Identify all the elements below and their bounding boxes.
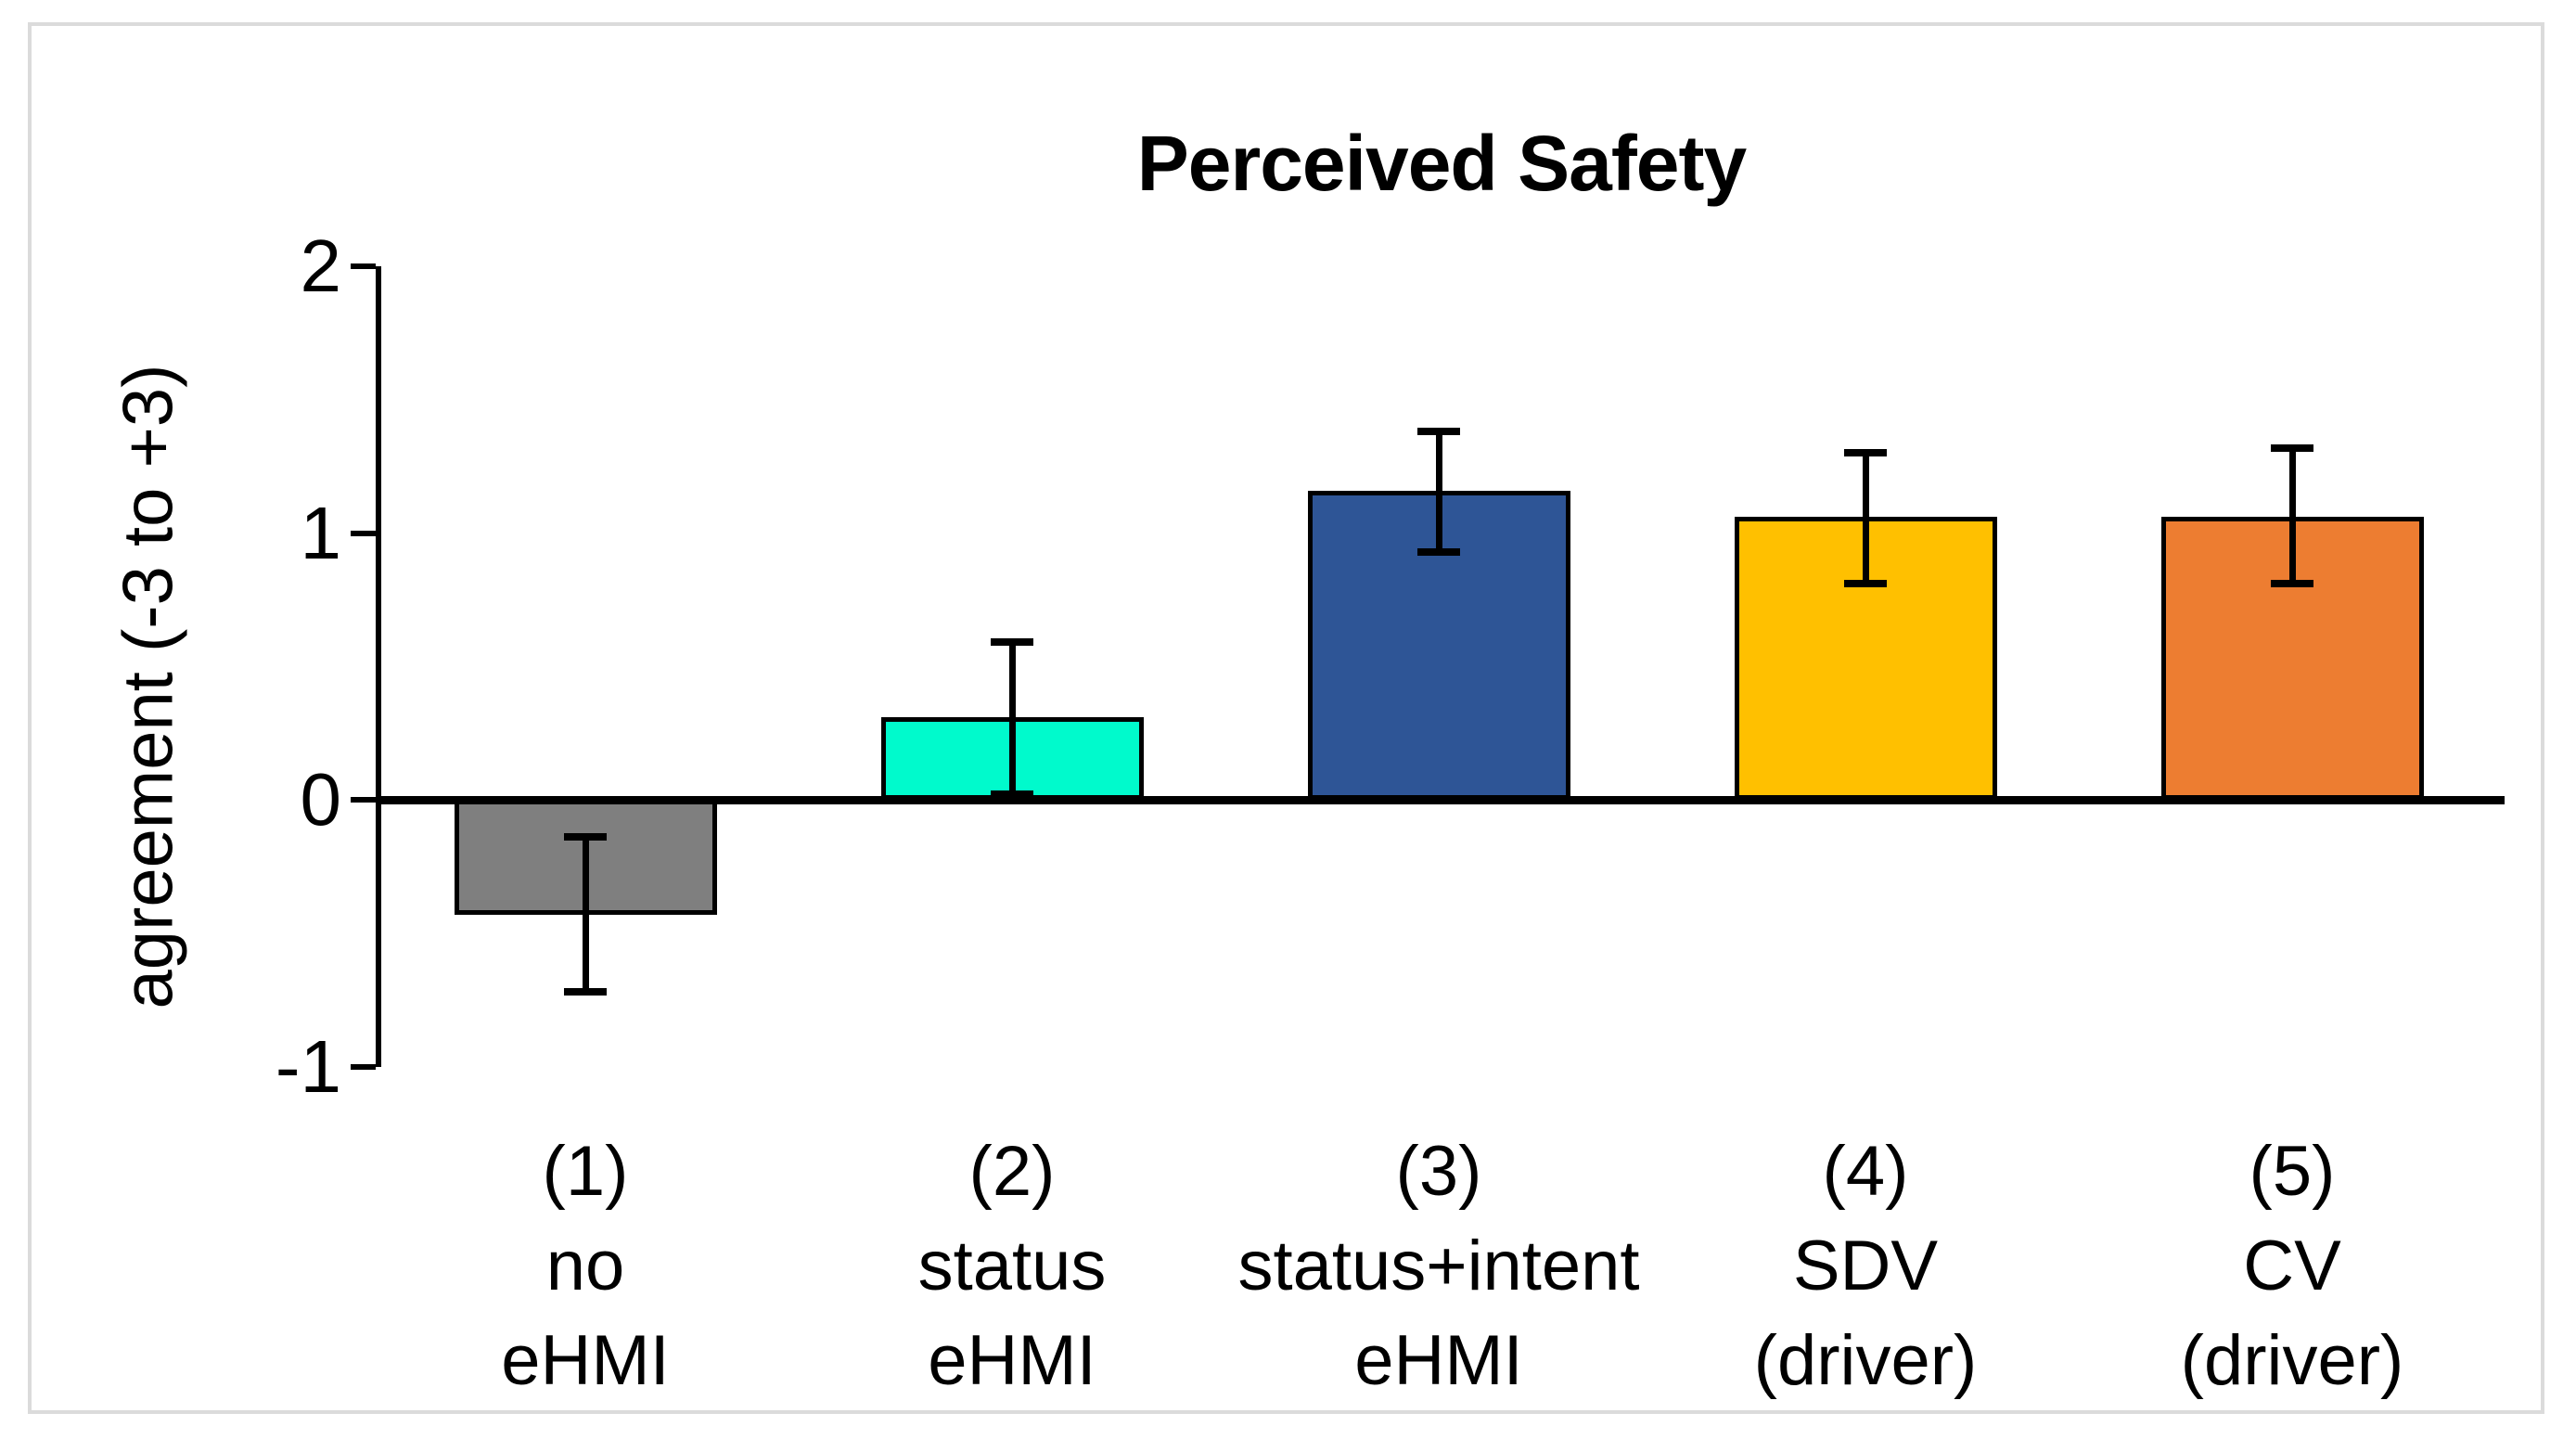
error-bar-line <box>1435 431 1442 552</box>
category-label-line: (driver) <box>1753 1321 1978 1400</box>
category-label-line: status+intent <box>1237 1227 1640 1305</box>
category-label-line: no <box>545 1227 625 1305</box>
category-label: (2) status eHMI <box>771 1124 1253 1408</box>
category-label: (5) CV (driver) <box>2051 1124 2533 1408</box>
error-bar-cap-top <box>1417 428 1460 436</box>
error-bar-cap-top <box>991 638 1033 647</box>
category-label-line: (driver) <box>2180 1321 2404 1400</box>
y-axis-tick <box>351 797 376 803</box>
figure-border <box>28 22 2544 1414</box>
error-bar-line <box>2288 447 2296 585</box>
y-axis-tick <box>351 263 376 269</box>
error-bar-cap-bottom <box>1417 547 1460 556</box>
error-bar-line <box>1008 642 1016 795</box>
y-axis-tick <box>351 530 376 536</box>
error-bar-cap-top <box>2271 443 2313 452</box>
chart-title: Perceived Safety <box>1136 120 1747 207</box>
error-bar-cap-bottom <box>2271 580 2313 588</box>
category-label: (1) no eHMI <box>344 1124 827 1408</box>
category-label-line: eHMI <box>1354 1321 1523 1400</box>
error-bar-cap-top <box>564 833 607 842</box>
category-label-line: (4) <box>1822 1132 1909 1211</box>
y-axis-tick-label: 2 <box>300 225 342 307</box>
y-axis-tick <box>351 1063 376 1070</box>
category-label: (4) SDV (driver) <box>1624 1124 2107 1408</box>
error-bar-line <box>582 837 589 992</box>
category-label-line: (1) <box>542 1132 629 1211</box>
y-axis-tick-label: -1 <box>275 1024 341 1108</box>
category-label-line: SDV <box>1792 1227 1939 1305</box>
category-label-line: CV <box>2243 1227 2341 1305</box>
bar--4-sdv-driver- <box>1734 517 1997 800</box>
error-bar-line <box>1862 453 1869 585</box>
error-bar-cap-bottom <box>1844 580 1887 588</box>
category-label-line: (5) <box>2249 1132 2336 1211</box>
y-axis-tick-label: 1 <box>300 491 342 574</box>
x-axis-line <box>376 796 2505 804</box>
y-axis-line <box>376 266 381 1067</box>
category-label-line: (3) <box>1395 1132 1482 1211</box>
category-label: (3) status+intent eHMI <box>1198 1124 1680 1408</box>
error-bar-cap-top <box>1844 449 1887 457</box>
bar--3-status-intent-ehmi <box>1307 490 1570 800</box>
category-label-line: eHMI <box>928 1321 1096 1400</box>
category-label-line: status <box>917 1227 1107 1305</box>
error-bar-cap-bottom <box>991 790 1033 799</box>
category-label-line: (2) <box>968 1132 1056 1211</box>
category-label-line: eHMI <box>501 1321 670 1400</box>
y-axis-tick-label: 0 <box>300 758 342 841</box>
error-bar-cap-bottom <box>564 988 607 996</box>
